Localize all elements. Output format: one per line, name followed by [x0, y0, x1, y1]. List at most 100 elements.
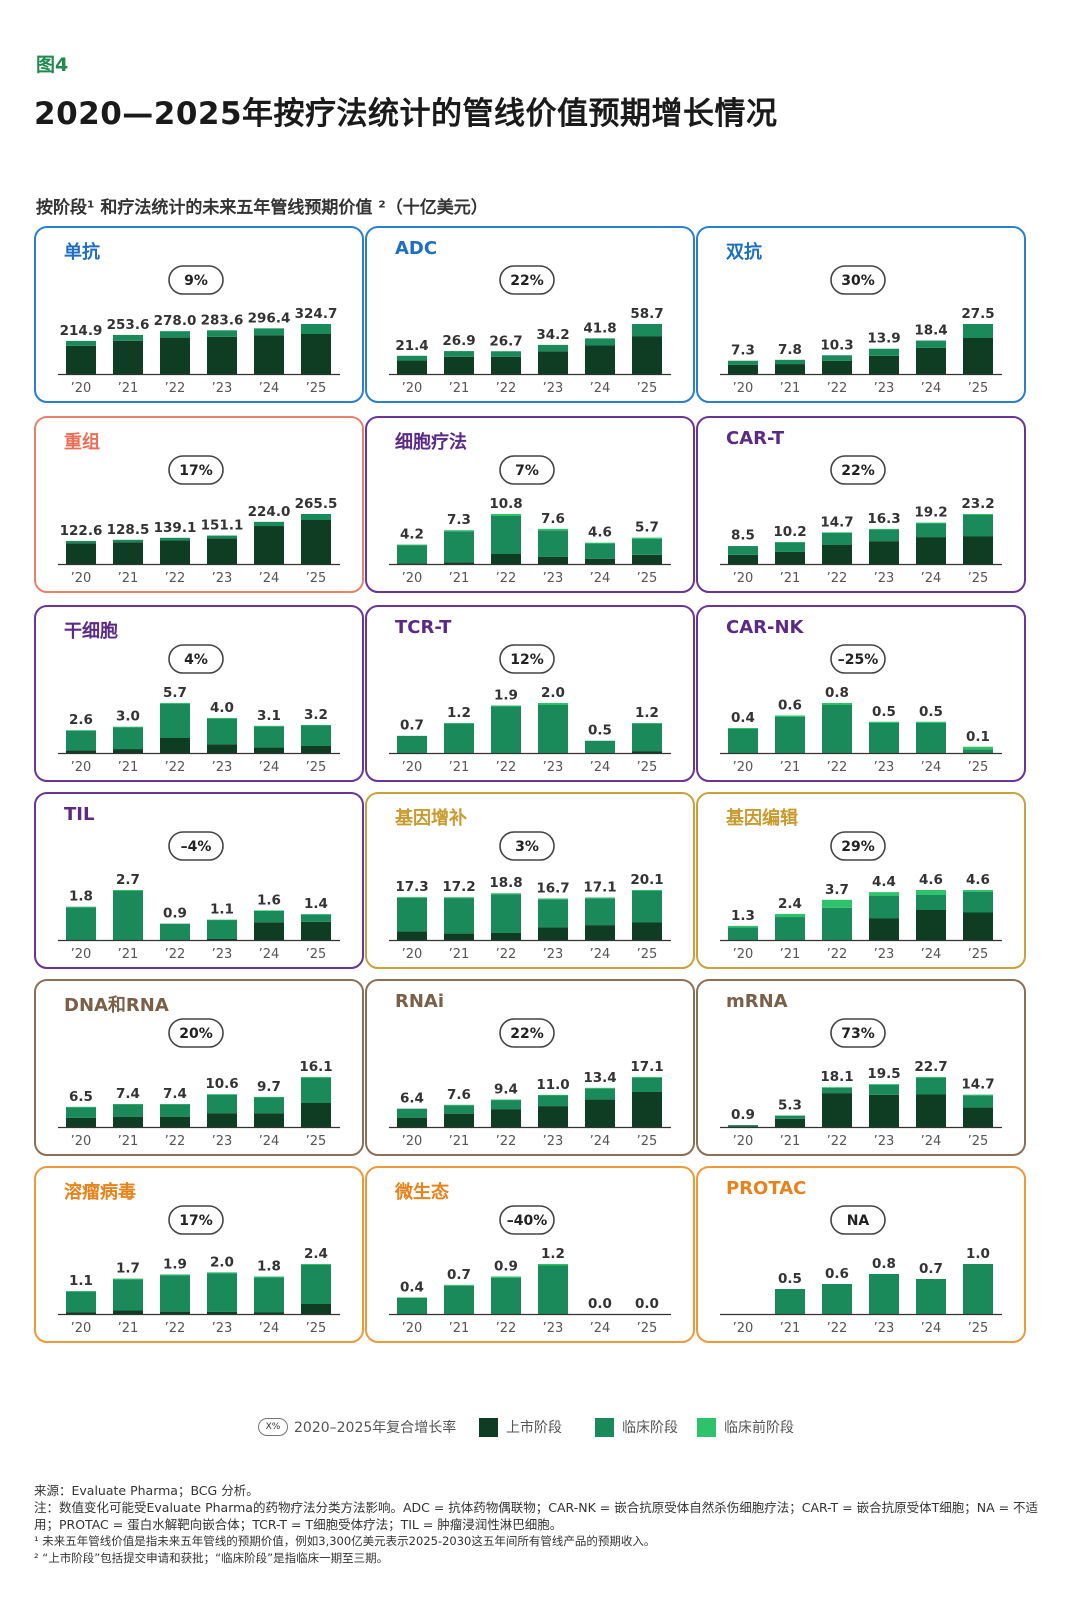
bar-clinical: [775, 1115, 805, 1119]
bar-preclinical: [160, 1274, 190, 1276]
data-label: 17.2: [442, 879, 475, 895]
bar-clinical: [775, 1289, 805, 1314]
legend-clinical: 临床阶段: [595, 1412, 678, 1442]
x-tick-label: ’22: [165, 947, 186, 962]
bar-clinical: [113, 539, 143, 543]
bar-clinical: [160, 923, 190, 940]
x-tick-label: ’21: [118, 381, 139, 396]
x-tick-label: ’23: [212, 1134, 233, 1149]
bar-marketed: [916, 347, 946, 374]
bar-clinical: [822, 1087, 852, 1094]
cagr-pill: [830, 455, 886, 485]
bar-marketed: [632, 751, 662, 753]
data-label: 128.5: [107, 522, 150, 538]
bar-clinical: [301, 324, 331, 334]
bar-clinical: [444, 723, 474, 753]
bar-marketed: [113, 340, 143, 374]
data-label: 0.5: [778, 1271, 802, 1287]
x-tick-label: ’22: [827, 1134, 848, 1149]
cagr-value: 9%: [184, 273, 208, 289]
bar-preclinical: [963, 1094, 993, 1096]
data-label: 22.7: [914, 1059, 947, 1075]
data-label: 214.9: [60, 323, 103, 339]
x-tick-label: ’24: [259, 760, 280, 775]
bar-marketed: [397, 563, 427, 564]
bar-marketed: [444, 356, 474, 374]
bar-preclinical: [775, 913, 805, 918]
bar-marketed: [728, 554, 758, 564]
bar-marketed: [160, 540, 190, 564]
bar-marketed: [207, 538, 237, 564]
data-label: 41.8: [583, 320, 616, 336]
bar-marketed: [963, 338, 993, 374]
cagr-value: 73%: [841, 1026, 875, 1042]
x-tick-label: ’22: [165, 760, 186, 775]
bar-clinical: [113, 1279, 143, 1311]
data-label: 0.7: [447, 1267, 471, 1283]
bar-clinical: [916, 1078, 946, 1095]
bar-clinical: [397, 545, 427, 564]
x-tick-label: ’23: [212, 1321, 233, 1336]
bar-clinical: [728, 546, 758, 555]
x-tick-label: ’20: [733, 1321, 754, 1336]
data-label: 5.7: [635, 520, 659, 536]
data-label: 5.7: [163, 685, 187, 701]
bar-marketed: [444, 1113, 474, 1127]
x-tick-label: ’21: [780, 1321, 801, 1336]
bar-marketed: [160, 337, 190, 374]
data-label: 7.8: [778, 342, 802, 358]
panel-title: 基因编辑: [726, 808, 798, 829]
bar-clinical: [916, 895, 946, 910]
bar-marketed: [113, 749, 143, 753]
bar-chart: 17% 122.6 ’20 128.5 ’21 139.1 ’22 151.1 ’23 224.0…: [58, 455, 340, 586]
data-label: 1.9: [163, 1256, 187, 1272]
bar-marketed: [775, 1118, 805, 1127]
cagr-value: 30%: [841, 273, 875, 289]
x-tick-label: ’25: [306, 1321, 327, 1336]
bar-clinical: [728, 927, 758, 940]
data-label: 17.1: [630, 1059, 663, 1075]
bar-marketed: [66, 1117, 96, 1127]
bar-preclinical: [301, 914, 331, 915]
chart-panel: 重组 17% 122.6 ’20 128.5 ’21 139.1 ’22 151.1 ’23 224…: [34, 416, 364, 593]
bar-clinical: [585, 898, 615, 926]
bar-chart: 4% 2.6 ’20 3.0 ’21 5.7 ’22 4.0 ’23 3.1 ’24 3.2 ’25: [58, 644, 340, 775]
bar-preclinical: [113, 726, 143, 728]
bar-chart: 22% 21.4 ’20 26.9 ’21 26.7 ’22 34.2 ’23 41.8 ’24 58…: [389, 265, 671, 396]
data-label: 0.4: [731, 710, 755, 726]
x-tick-label: ’24: [921, 381, 942, 396]
bar-clinical: [66, 907, 96, 940]
bar-preclinical: [585, 897, 615, 899]
data-label: 0.6: [825, 1266, 849, 1282]
data-label: 16.3: [867, 511, 900, 527]
x-tick-label: ’24: [590, 947, 611, 962]
x-tick-label: ’25: [306, 1134, 327, 1149]
bar-clinical: [538, 530, 568, 557]
data-label: 6.4: [400, 1090, 424, 1106]
x-tick-label: ’22: [165, 571, 186, 586]
bar-clinical: [963, 1095, 993, 1108]
bar-clinical: [160, 1104, 190, 1117]
bar-preclinical: [869, 1084, 899, 1085]
cagr-value: 22%: [510, 1026, 544, 1042]
x-tick-label: ’25: [306, 760, 327, 775]
legend-preclinical-label: 临床前阶段: [724, 1420, 794, 1436]
bar-clinical: [538, 705, 568, 753]
bar-clinical: [397, 355, 427, 361]
bar-clinical: [869, 1274, 899, 1314]
bar-preclinical: [585, 542, 615, 544]
bar-marketed: [254, 526, 284, 564]
data-label: 1.7: [116, 1261, 140, 1277]
bar-marketed: [301, 520, 331, 564]
data-label: 0.7: [400, 718, 424, 734]
x-tick-label: ’25: [968, 571, 989, 586]
cagr-pill: [168, 644, 224, 674]
bar-preclinical: [963, 514, 993, 515]
x-tick-label: ’22: [827, 381, 848, 396]
bar-marketed: [397, 360, 427, 374]
data-label: 14.7: [820, 514, 853, 530]
bar-preclinical: [963, 746, 993, 750]
cagr-pill: [168, 831, 224, 861]
figure-label: 图4: [36, 54, 69, 76]
